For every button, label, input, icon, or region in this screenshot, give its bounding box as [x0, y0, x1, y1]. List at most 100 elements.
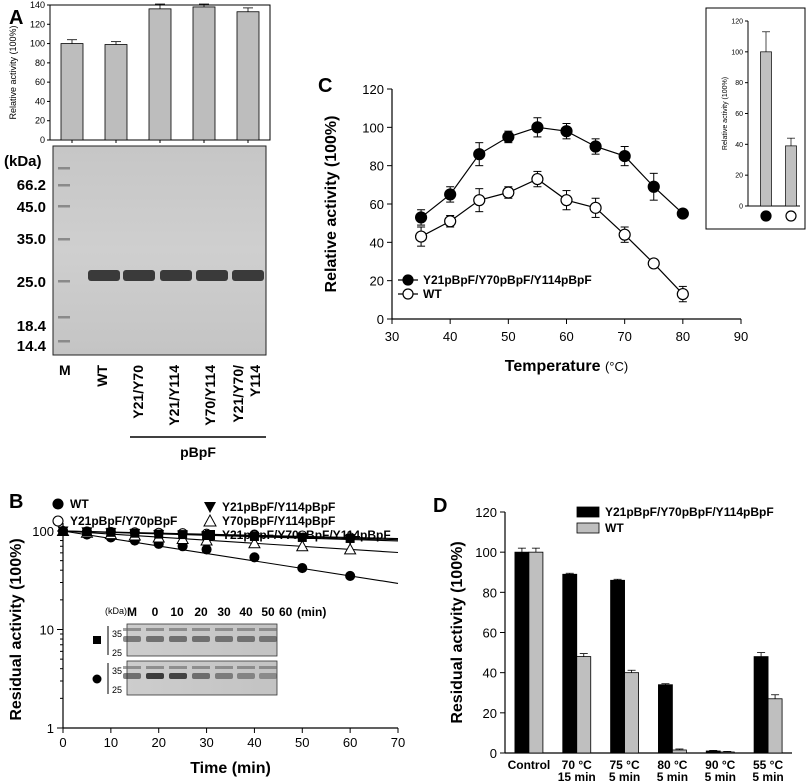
legend-label: Y70pBpF/Y114pBpF — [222, 514, 335, 528]
mw-marker: 18.4 — [17, 318, 47, 335]
x-category-label: Control — [508, 758, 551, 772]
gel-a-background — [52, 145, 267, 356]
gel-b-lane: 30 — [217, 605, 231, 619]
protein-band — [88, 270, 120, 281]
y-tick-label: 120 — [475, 505, 497, 520]
data-point — [444, 188, 457, 201]
fit-line — [62, 530, 399, 541]
y-tick-label: 40 — [483, 666, 497, 681]
data-point — [589, 201, 602, 214]
x-tick-label: 70 — [617, 329, 631, 344]
gel-band — [237, 636, 255, 642]
data-point — [201, 544, 212, 555]
data-point — [203, 513, 217, 527]
bar — [236, 11, 260, 141]
y-tick-label: 0 — [40, 135, 45, 145]
chart-c-inset: 0 20 40 60 80 100 120 Relative activity (100%) — [705, 7, 806, 230]
gel-b-lane: 50 — [261, 605, 275, 619]
data-point — [531, 172, 544, 186]
gel-b-kda: (kDa) — [105, 606, 127, 616]
gel-b-marker: 25 — [112, 685, 122, 695]
x-category-label: 55 °C — [753, 758, 783, 772]
gel-b-min: (min) — [297, 605, 326, 619]
data-point — [130, 528, 140, 538]
y-axis-title: Relative activity (100%) — [722, 77, 729, 150]
data-point — [676, 287, 689, 301]
bar — [785, 145, 797, 207]
bar — [60, 43, 84, 141]
gel-band — [146, 636, 164, 642]
y-tick-label: 120 — [30, 19, 45, 29]
y-tick-label: 20 — [370, 274, 384, 289]
category-marker — [785, 210, 797, 222]
gel-b-circle-key — [92, 674, 102, 684]
y-tick-label: 80 — [370, 159, 384, 174]
x-tick-label: 30 — [385, 329, 399, 344]
y-tick-label: 0 — [377, 312, 384, 327]
legend-label: WT — [605, 521, 624, 535]
group-label: pBpF — [180, 444, 216, 460]
ladder-band — [58, 167, 70, 170]
y-tick-label: 100 — [30, 39, 45, 49]
data-point — [178, 530, 188, 540]
x-tick-label: 60 — [559, 329, 573, 344]
gel-band — [123, 673, 141, 679]
gel-b-lane: 40 — [239, 605, 253, 619]
data-point — [589, 140, 602, 153]
y-tick-label: 100 — [32, 524, 54, 539]
lane-label: Y114 — [247, 365, 263, 397]
mw-marker: 66.2 — [17, 177, 46, 194]
gel-band — [259, 628, 277, 631]
x-tick-label: 0 — [59, 735, 66, 750]
x-tick-label: 20 — [151, 735, 165, 750]
x-tick-label: 30 — [199, 735, 213, 750]
gel-band — [259, 636, 277, 642]
bar — [148, 8, 172, 141]
fit-line — [62, 530, 399, 554]
data-point — [58, 526, 68, 536]
data-point — [249, 552, 260, 563]
legend-label: Y21pBpF/Y70pBpF/Y114pBpF — [605, 505, 774, 519]
bar — [562, 573, 578, 754]
bar — [760, 51, 772, 207]
y-tick-label: 100 — [362, 120, 384, 135]
legend-label: WT — [70, 497, 89, 511]
bar — [528, 551, 544, 754]
gel-band — [215, 628, 233, 631]
category-marker — [760, 210, 772, 222]
gel-band — [237, 673, 255, 679]
x-tick-label: 50 — [295, 735, 309, 750]
data-point — [531, 121, 544, 134]
bar — [610, 579, 625, 754]
fit-line — [62, 530, 399, 584]
y-tick-label: 40 — [735, 142, 743, 149]
data-point — [473, 194, 486, 207]
y-tick-label: 120 — [362, 82, 384, 97]
x-axis-title: Time (min) — [190, 760, 271, 777]
y-tick-label: 60 — [735, 111, 743, 118]
x-category-label: 70 °C — [562, 758, 592, 772]
x-category-label: 75 °C — [610, 758, 640, 772]
legend-marker — [402, 288, 414, 300]
series-line — [420, 178, 684, 295]
legend-swatch — [576, 506, 600, 518]
x-category-label: 5 min — [705, 770, 736, 781]
x-category-label: 5 min — [752, 770, 783, 781]
gel-b-marker: 35 — [112, 629, 122, 639]
data-point — [297, 563, 308, 574]
gel-band — [192, 636, 210, 642]
gel-band — [123, 628, 141, 631]
mw-marker: 14.4 — [17, 338, 47, 355]
y-tick-label: 100 — [475, 545, 497, 560]
data-point — [200, 534, 213, 546]
data-point — [560, 125, 573, 138]
gel-b-square-key — [93, 636, 101, 644]
legend-marker — [402, 274, 414, 286]
data-point — [248, 536, 261, 549]
gel-band — [146, 628, 164, 631]
ladder-band — [58, 316, 70, 319]
legend-label: Y21pBpF/Y70pBpF/Y114pBpF — [423, 273, 592, 287]
data-point — [502, 130, 515, 144]
x-category-label: 5 min — [657, 770, 688, 781]
